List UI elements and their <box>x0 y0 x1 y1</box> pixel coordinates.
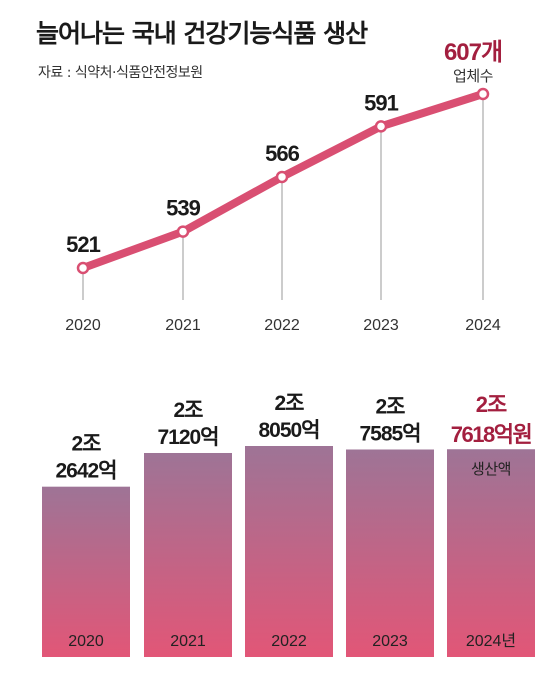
data-point <box>476 87 490 101</box>
data-label: 7618억원 <box>451 422 532 447</box>
data-point <box>176 225 190 238</box>
x-tick-label: 2021 <box>170 633 206 650</box>
x-tick-label: 2020 <box>68 633 104 650</box>
data-label: 607개 <box>444 39 502 66</box>
data-point <box>76 261 90 275</box>
x-tick-label: 2024 <box>465 317 501 334</box>
bar-chart-production: 2조 2642억 2020 2조 7120억 2021 2조 8050억 2022 2조 7585억… <box>42 392 535 657</box>
x-tick-label: 2020 <box>65 317 101 334</box>
data-label: 539 <box>166 196 200 221</box>
x-tick-label: 2022 <box>264 317 300 334</box>
x-tick-label: 2024년 <box>466 632 516 650</box>
data-label: 2조 <box>72 433 102 456</box>
x-tick-label: 2021 <box>165 317 201 334</box>
data-label: 591 <box>364 90 398 115</box>
data-label: 7585억 <box>359 422 420 445</box>
data-label: 7120억 <box>157 426 218 449</box>
bar <box>42 486 130 657</box>
data-label: 566 <box>265 141 299 166</box>
chart-title: 늘어나는 국내 건강기능식품 생산 <box>36 19 368 48</box>
data-point <box>275 170 289 184</box>
source-note: 자료 : 식약처·식품안전정보원 <box>38 65 203 81</box>
data-label: 8050억 <box>258 419 319 442</box>
annotation-label: 생산액 <box>471 460 511 478</box>
bar <box>144 452 232 657</box>
data-point <box>374 120 388 133</box>
data-label: 2조 <box>174 399 204 422</box>
annotation-label: 업체수 <box>453 67 493 85</box>
data-label: 521 <box>66 232 100 257</box>
data-label: 2조 <box>275 392 305 415</box>
data-label: 2조 <box>376 395 406 418</box>
x-tick-label: 2022 <box>271 633 307 650</box>
x-tick-label: 2023 <box>363 317 399 334</box>
data-label: 2642억 <box>55 460 116 483</box>
bar <box>245 446 333 657</box>
x-tick-label: 2023 <box>372 633 408 650</box>
bar <box>346 449 434 657</box>
bar <box>447 449 535 657</box>
data-label: 2조 <box>476 392 507 417</box>
